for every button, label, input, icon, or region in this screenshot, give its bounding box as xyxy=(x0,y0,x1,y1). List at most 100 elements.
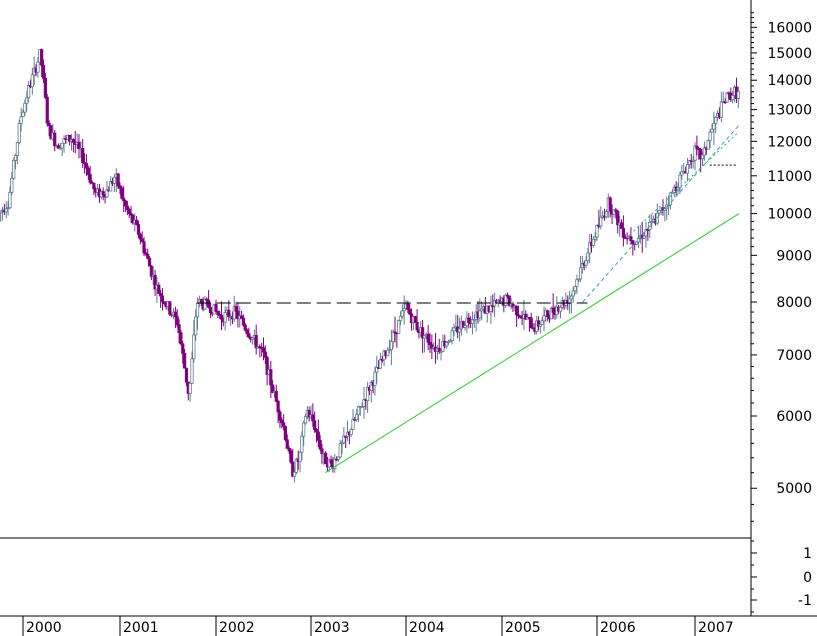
candle-body xyxy=(109,181,113,192)
candle-body xyxy=(336,456,341,460)
candle-body xyxy=(234,306,238,312)
candle-body xyxy=(236,310,240,320)
candle-body xyxy=(329,459,333,464)
candle-body xyxy=(588,241,592,254)
candle-body xyxy=(636,237,641,243)
candle-body xyxy=(190,358,194,384)
candle-body xyxy=(142,241,146,254)
y-tick-label: 5000 xyxy=(776,481,812,497)
candle-body xyxy=(278,411,282,421)
candle-body xyxy=(663,208,667,211)
candle-body xyxy=(243,324,247,331)
candle-body xyxy=(687,160,691,165)
candle-body xyxy=(254,335,258,349)
candle-body xyxy=(49,125,53,140)
candle-body xyxy=(629,236,633,241)
candle-body xyxy=(398,315,403,321)
support-trendline xyxy=(324,213,740,474)
x-tick-label: 2003 xyxy=(314,620,350,636)
candle-body xyxy=(138,233,142,240)
candle-body xyxy=(68,134,72,142)
candle-body xyxy=(247,333,251,338)
candle-body xyxy=(112,176,117,184)
candle-body xyxy=(389,341,393,351)
candle-body xyxy=(470,319,475,324)
candle-body xyxy=(366,387,370,401)
y-tick-label: 7000 xyxy=(776,348,812,364)
candle-body xyxy=(122,197,126,202)
y-tick-label: 12000 xyxy=(767,134,812,150)
candle-body xyxy=(92,182,96,190)
candle-body xyxy=(271,384,275,393)
candle-body xyxy=(706,140,710,150)
candle-body xyxy=(41,64,46,79)
candle-body xyxy=(194,316,198,336)
candle-body xyxy=(619,222,624,229)
candle-body xyxy=(199,298,203,303)
candle-body xyxy=(375,367,379,373)
trend-lines xyxy=(196,124,740,474)
candle-body xyxy=(714,116,718,124)
candle-body xyxy=(127,209,131,215)
candle-body xyxy=(223,312,227,323)
candle-body xyxy=(192,334,196,360)
candle-body xyxy=(700,154,705,160)
candle-body xyxy=(287,447,291,452)
y-tick-label: 8000 xyxy=(776,295,812,311)
candle-body xyxy=(457,328,462,333)
candle-body xyxy=(303,416,308,424)
candle-body xyxy=(88,174,92,183)
indicator-axis-ticks: 1 0 -1 xyxy=(751,540,812,613)
candle-body xyxy=(36,61,40,73)
candle-body xyxy=(406,303,410,310)
candle-body xyxy=(356,406,361,415)
candle-body xyxy=(578,267,583,280)
candle-body xyxy=(292,471,297,477)
candle-body xyxy=(591,238,595,246)
candle-body xyxy=(621,228,625,238)
candle-body xyxy=(324,452,328,464)
candle-body xyxy=(269,369,273,386)
candle-body xyxy=(101,191,105,196)
candle-body xyxy=(378,358,383,369)
candle-body xyxy=(8,191,12,209)
candle-body xyxy=(60,142,64,149)
candle-body xyxy=(45,96,49,124)
y-axis-ticks: 5000 6000 7000 8000 9000 10000 11000 12000 13000… xyxy=(751,12,812,522)
candle-body xyxy=(177,324,181,334)
candle-body xyxy=(311,414,315,422)
candle-body xyxy=(422,335,427,339)
candle-body xyxy=(670,191,674,194)
candle-body xyxy=(708,131,712,142)
candle-body xyxy=(116,173,120,187)
candle-body xyxy=(181,343,185,354)
candle-body xyxy=(719,101,723,118)
candle-body xyxy=(84,163,89,169)
candle-body xyxy=(467,317,471,323)
candle-body xyxy=(360,406,364,408)
candle-body xyxy=(43,77,47,98)
candle-body xyxy=(160,295,165,303)
candle-body xyxy=(445,342,449,347)
candle-body xyxy=(227,309,231,318)
candle-body xyxy=(515,305,519,316)
candle-body xyxy=(549,307,553,320)
candle-body xyxy=(593,236,597,240)
candle-body xyxy=(678,174,682,189)
candle-body xyxy=(480,308,484,312)
indicator-tick-label: 1 xyxy=(803,546,812,562)
candle-body xyxy=(577,278,581,281)
candle-body xyxy=(604,211,609,218)
candle-body xyxy=(314,429,319,433)
candle-body xyxy=(56,145,61,149)
candle-body xyxy=(159,293,163,297)
candle-body xyxy=(344,435,348,438)
candle-body xyxy=(149,265,153,277)
candle-body xyxy=(179,332,183,345)
candle-body xyxy=(280,419,284,424)
candle-body xyxy=(175,316,179,326)
candle-body xyxy=(472,319,476,321)
candle-body xyxy=(386,349,390,357)
candle-body xyxy=(349,429,353,435)
